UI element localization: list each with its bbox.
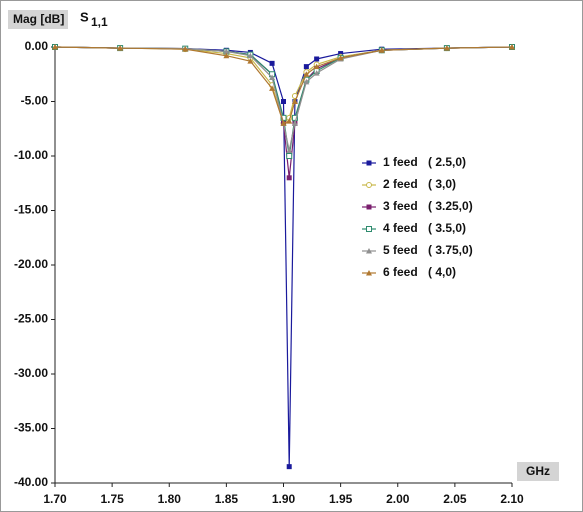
x-tick-label: 1.75	[100, 492, 124, 506]
legend-label: 3 feed	[383, 199, 418, 213]
marker	[303, 78, 310, 85]
marker	[269, 85, 276, 91]
marker	[314, 56, 320, 62]
legend-coords: ( 3.25,0)	[428, 199, 473, 213]
marker	[281, 99, 286, 104]
marker	[443, 45, 450, 51]
legend-coords: ( 2.5,0)	[428, 155, 466, 169]
marker	[269, 60, 275, 66]
legend-marker	[366, 226, 372, 232]
param-subscript: 1,1	[91, 15, 108, 29]
legend-marker	[366, 160, 372, 166]
marker	[303, 71, 310, 77]
marker	[291, 98, 298, 104]
legend-label: 2 feed	[383, 177, 418, 191]
marker	[509, 44, 515, 50]
marker	[117, 45, 124, 51]
x-tick-label: 2.05	[443, 492, 467, 506]
legend-label: 5 feed	[383, 243, 418, 257]
y-axis-label: Mag [dB]	[13, 12, 64, 26]
legend-marker	[366, 182, 372, 188]
marker	[286, 153, 293, 159]
x-tick-label: 2.00	[386, 492, 410, 506]
x-tick-label: 1.90	[272, 492, 296, 506]
y-tick-label: -30.00	[14, 366, 48, 380]
marker	[337, 54, 344, 61]
y-tick-label: -20.00	[14, 257, 48, 271]
marker	[313, 63, 320, 70]
marker	[338, 51, 344, 57]
x-tick-label: 1.95	[329, 492, 353, 506]
y-tick-label: -40.00	[14, 475, 48, 489]
y-tick-label: 0.00	[25, 39, 49, 53]
marker	[247, 52, 254, 59]
marker	[313, 70, 320, 76]
x-tick-label: 1.80	[158, 492, 182, 506]
legend-marker	[366, 270, 372, 276]
y-tick-label: -25.00	[14, 312, 48, 326]
marker	[223, 52, 230, 59]
marker	[286, 147, 293, 154]
param-symbol: S	[80, 9, 89, 24]
legend-marker	[366, 248, 372, 254]
marker	[286, 464, 292, 470]
xlabel-box	[517, 462, 559, 481]
legend-label: 6 feed	[383, 265, 418, 279]
legend-label: 1 feed	[383, 155, 418, 169]
marker	[182, 46, 189, 52]
marker	[303, 64, 309, 70]
legend-coords: ( 3.5,0)	[428, 221, 466, 235]
marker	[378, 47, 385, 53]
marker	[280, 120, 287, 126]
marker	[286, 118, 293, 124]
y-tick-label: -10.00	[14, 148, 48, 162]
marker	[286, 175, 292, 181]
legend-label: 4 feed	[383, 221, 418, 235]
marker	[291, 120, 298, 126]
x-tick-label: 1.70	[43, 492, 67, 506]
legend-coords: ( 3,0)	[428, 177, 456, 191]
legend-coords: ( 4,0)	[428, 265, 456, 279]
marker	[223, 48, 230, 54]
y-tick-label: -35.00	[14, 421, 48, 435]
legend-coords: ( 3.75,0)	[428, 243, 473, 257]
marker	[52, 44, 58, 50]
y-tick-label: -15.00	[14, 203, 48, 217]
ylabel-box	[8, 10, 68, 29]
marker	[247, 58, 254, 64]
y-tick-label: -5.00	[21, 94, 49, 108]
marker	[269, 74, 276, 81]
x-tick-label: 1.85	[215, 492, 239, 506]
x-axis-label: GHz	[526, 464, 550, 478]
legend-marker	[366, 204, 372, 210]
x-tick-label: 2.10	[500, 492, 524, 506]
